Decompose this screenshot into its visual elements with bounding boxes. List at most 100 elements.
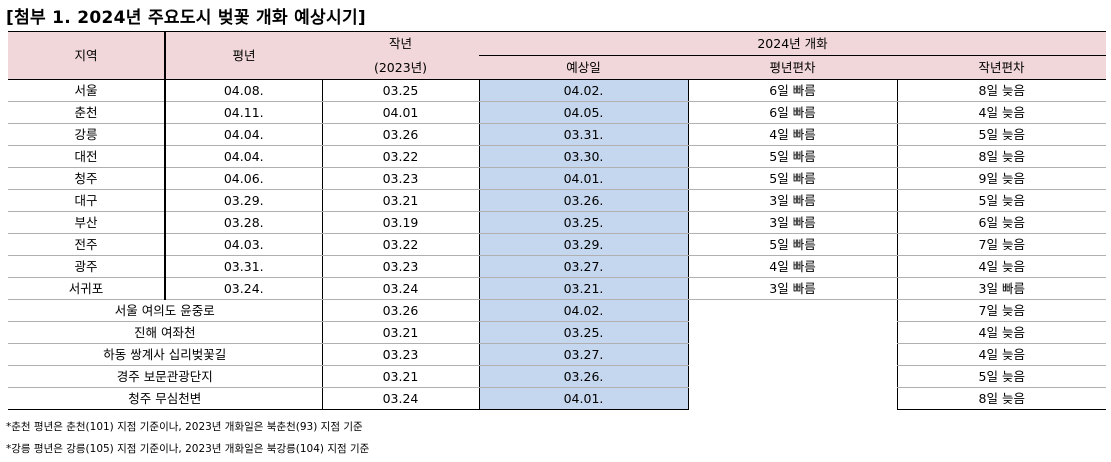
bloom-forecast-table: 지역 평년 작년 2024년 개화 (2023년) 예상일 평년편차 작년편차 …	[8, 31, 1107, 410]
expected-cell: 03.29.	[478, 233, 688, 256]
diff-last-cell: 5일 늦음	[896, 123, 1107, 146]
last-year-cell: 03.23	[321, 343, 479, 366]
table-row: 서울 04.08. 03.25 04.02. 6일 빠름 8일 늦음	[8, 79, 1107, 102]
header-2024-bloom: 2024년 개화	[479, 31, 1107, 56]
diff-normal-cell: 3일 빠름	[687, 189, 897, 212]
spot-region-cell: 진해 여좌천	[8, 321, 322, 344]
last-year-cell: 03.19	[321, 211, 479, 234]
normal-cell: 04.04.	[164, 145, 322, 168]
expected-cell: 03.25.	[478, 211, 688, 234]
diff-last-cell: 6일 늦음	[896, 211, 1107, 234]
last-year-cell: 03.21	[321, 365, 479, 388]
expected-cell: 03.26.	[478, 189, 688, 212]
expected-cell: 04.02.	[478, 299, 688, 322]
diff-last-cell: 8일 늦음	[896, 79, 1107, 102]
table-row: 청주 무심천변 03.24 04.01. 8일 늦음	[8, 387, 1107, 410]
table-row: 강릉 04.04. 03.26 03.31. 4일 빠름 5일 늦음	[8, 123, 1107, 146]
last-year-cell: 03.21	[321, 189, 479, 212]
diff-normal-cell: 5일 빠름	[687, 233, 897, 256]
expected-cell: 03.26.	[478, 365, 688, 388]
expected-cell: 04.01.	[478, 387, 688, 410]
normal-cell: 03.28.	[164, 211, 322, 234]
header-diff-normal: 평년편차	[688, 55, 897, 80]
diff-normal-cell: 5일 빠름	[687, 145, 897, 168]
spot-region-cell: 경주 보문관광단지	[8, 365, 322, 388]
diff-last-cell: 4일 늦음	[896, 343, 1107, 366]
last-year-cell: 03.26	[321, 123, 479, 146]
table-row: 전주 04.03. 03.22 03.29. 5일 빠름 7일 늦음	[8, 233, 1107, 256]
diff-normal-cell: 5일 빠름	[687, 167, 897, 190]
diff-last-cell: 4일 늦음	[896, 321, 1107, 344]
header-normal: 평년	[164, 31, 322, 80]
last-year-cell: 03.23	[321, 167, 479, 190]
header-expected: 예상일	[479, 55, 688, 80]
normal-cell: 04.06.	[164, 167, 322, 190]
normal-cell: 03.31.	[164, 255, 322, 278]
last-year-cell: 04.01	[321, 101, 479, 124]
region-cell: 대전	[8, 145, 165, 168]
normal-cell: 03.24.	[164, 277, 322, 300]
page-title: [첨부 1. 2024년 주요도시 벚꽃 개화 예상시기]	[6, 8, 366, 28]
table-row: 서귀포 03.24. 03.24 03.21. 3일 빠름 3일 빠름	[8, 277, 1107, 300]
region-cell: 전주	[8, 233, 165, 256]
normal-cell: 04.04.	[164, 123, 322, 146]
header-region: 지역	[8, 31, 165, 80]
region-cell: 서울	[8, 79, 165, 102]
last-year-cell: 03.21	[321, 321, 479, 344]
expected-cell: 03.27.	[478, 255, 688, 278]
header-diff-last: 작년편차	[897, 55, 1107, 80]
table-row: 대전 04.04. 03.22 03.30. 5일 빠름 8일 늦음	[8, 145, 1107, 168]
last-year-cell: 03.22	[321, 145, 479, 168]
region-cell: 춘천	[8, 101, 165, 124]
table-row: 대구 03.29. 03.21 03.26. 3일 빠름 5일 늦음	[8, 189, 1107, 212]
table-row: 서울 여의도 윤중로 03.26 04.02. 7일 늦음	[8, 299, 1107, 322]
last-year-cell: 03.24	[321, 387, 479, 410]
region-cell: 청주	[8, 167, 165, 190]
expected-cell: 03.25.	[478, 321, 688, 344]
spot-region-cell: 하동 쌍계사 십리벚꽃길	[8, 343, 322, 366]
diff-last-cell: 7일 늦음	[896, 233, 1107, 256]
table-row: 하동 쌍계사 십리벚꽃길 03.23 03.27. 4일 늦음	[8, 343, 1107, 366]
table-row: 광주 03.31. 03.23 03.27. 4일 빠름 4일 늦음	[8, 255, 1107, 278]
region-cell: 대구	[8, 189, 165, 212]
expected-cell: 03.27.	[478, 343, 688, 366]
last-year-cell: 03.23	[321, 255, 479, 278]
footnote-chuncheon: *춘천 평년은 춘천(101) 지점 기준이나, 2023년 개화일은 북춘천(…	[6, 421, 363, 433]
diff-normal-cell: 3일 빠름	[687, 211, 897, 234]
header-last-year: 작년	[322, 31, 479, 56]
expected-cell: 03.31.	[478, 123, 688, 146]
diff-last-cell: 3일 빠름	[896, 277, 1107, 300]
table-row: 청주 04.06. 03.23 04.01. 5일 빠름 9일 늦음	[8, 167, 1107, 190]
empty-cell	[687, 321, 897, 344]
diff-normal-cell: 4일 빠름	[687, 123, 897, 146]
region-cell: 서귀포	[8, 277, 165, 300]
spot-region-cell: 청주 무심천변	[8, 387, 322, 410]
normal-cell: 04.08.	[164, 79, 322, 102]
diff-normal-cell: 3일 빠름	[687, 277, 897, 300]
diff-last-cell: 5일 늦음	[896, 365, 1107, 388]
diff-last-cell: 9일 늦음	[896, 167, 1107, 190]
footnote-gangneung: *강릉 평년은 강릉(105) 지점 기준이나, 2023년 개화일은 북강릉(…	[6, 443, 370, 455]
last-year-cell: 03.26	[321, 299, 479, 322]
normal-cell: 03.29.	[164, 189, 322, 212]
diff-last-cell: 8일 늦음	[896, 145, 1107, 168]
expected-cell: 04.01.	[478, 167, 688, 190]
last-year-cell: 03.25	[321, 79, 479, 102]
diff-normal-cell: 6일 빠름	[687, 101, 897, 124]
last-year-cell: 03.24	[321, 277, 479, 300]
table-row: 부산 03.28. 03.19 03.25. 3일 빠름 6일 늦음	[8, 211, 1107, 234]
region-cell: 광주	[8, 255, 165, 278]
header-last-year-sub: (2023년)	[322, 55, 479, 80]
empty-cell	[687, 387, 897, 410]
last-year-cell: 03.22	[321, 233, 479, 256]
expected-cell: 04.05.	[478, 101, 688, 124]
diff-last-cell: 7일 늦음	[896, 299, 1107, 322]
spot-region-cell: 서울 여의도 윤중로	[8, 299, 322, 322]
empty-cell	[687, 343, 897, 366]
expected-cell: 04.02.	[478, 79, 688, 102]
diff-last-cell: 4일 늦음	[896, 255, 1107, 278]
region-cell: 부산	[8, 211, 165, 234]
normal-cell: 04.03.	[164, 233, 322, 256]
expected-cell: 03.30.	[478, 145, 688, 168]
diff-normal-cell: 4일 빠름	[687, 255, 897, 278]
